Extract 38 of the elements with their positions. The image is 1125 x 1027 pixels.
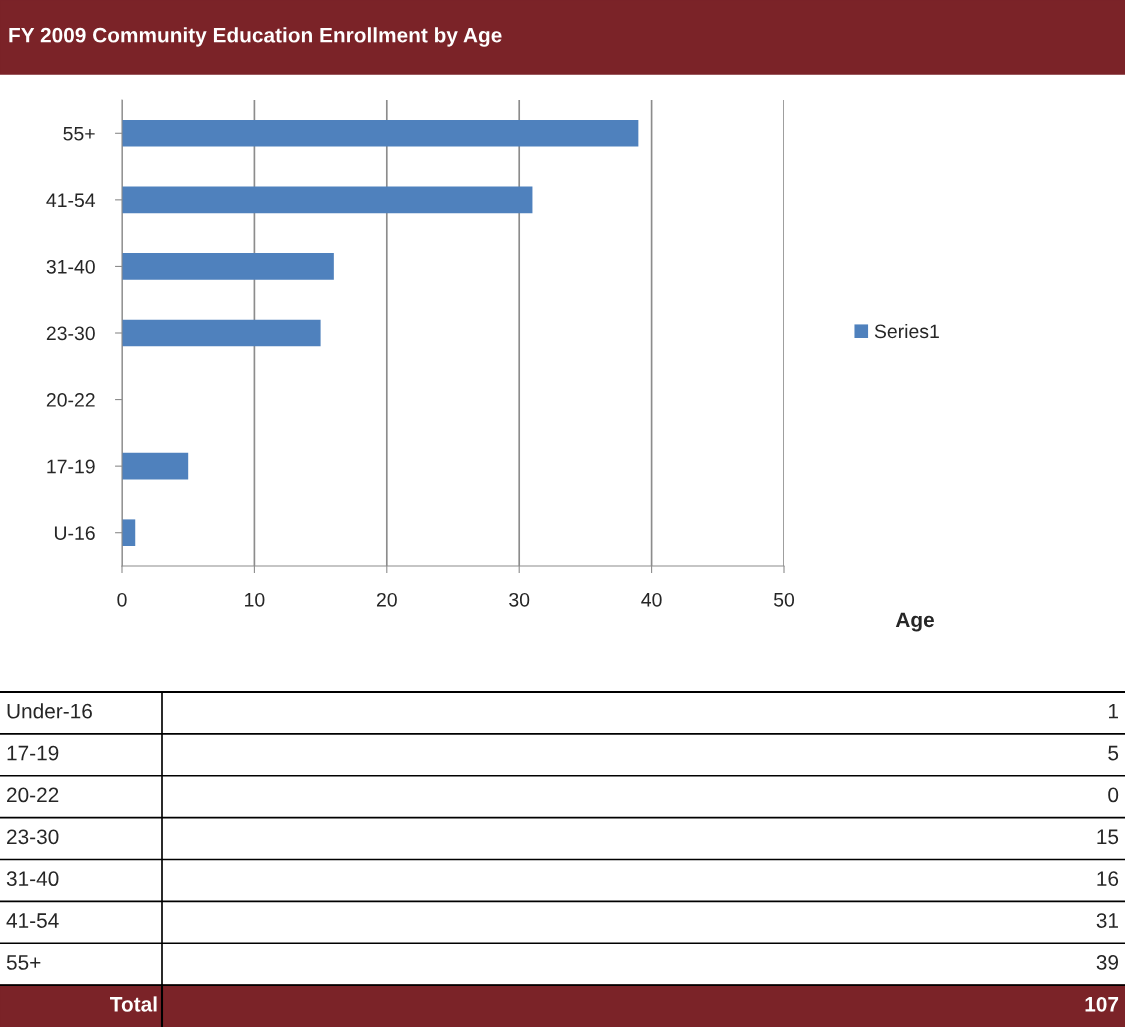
data-label: 39: [1096, 955, 1119, 970]
category-label: 17-19: [7, 745, 59, 761]
y-tick-label: 23-30: [46, 326, 95, 341]
text: 107: [1085, 996, 1119, 1012]
category-label: Under-16: [7, 703, 92, 719]
x-tick-label: 30: [509, 592, 530, 607]
y-tick-label: 20-22: [46, 393, 95, 407]
bar: [122, 253, 334, 280]
data-label: 15: [1097, 829, 1119, 845]
bar: [122, 186, 533, 214]
y-tick-label: 55+: [63, 126, 95, 141]
y-tick-label: 41-54: [46, 193, 96, 208]
data-label: 5: [1108, 745, 1119, 761]
legend-label: Series1: [874, 323, 939, 339]
data-label: 0: [1108, 787, 1119, 803]
category-label: 41-54: [6, 913, 59, 928]
x-tick-label: 50: [773, 592, 795, 607]
category-label: 31-40: [6, 871, 59, 887]
data-label: 16: [1097, 871, 1119, 887]
category-label: 23-30: [7, 829, 59, 845]
category-label: 55+: [6, 955, 41, 970]
y-tick-label: U-16: [54, 526, 95, 540]
data-label: 31: [1096, 913, 1118, 928]
text: Total: [110, 996, 157, 1012]
bar: [122, 519, 136, 547]
x-tick-label: 20: [376, 592, 397, 607]
bar: [122, 319, 321, 347]
category-label: 20-22: [7, 787, 59, 803]
bar: [122, 119, 639, 147]
x-axis-title: Age: [895, 612, 934, 632]
y-tick-label: 31-40: [46, 259, 95, 274]
x-tick-label: 40: [641, 592, 662, 607]
data-label: 1: [1109, 703, 1118, 719]
x-tick-label: 0: [117, 592, 127, 607]
x-tick-label: 10: [245, 592, 265, 607]
bar: [122, 452, 189, 480]
chart-title: FY 2009 Community Education Enrollment by Age: [9, 27, 502, 47]
y-tick-label: 17-19: [47, 459, 95, 474]
